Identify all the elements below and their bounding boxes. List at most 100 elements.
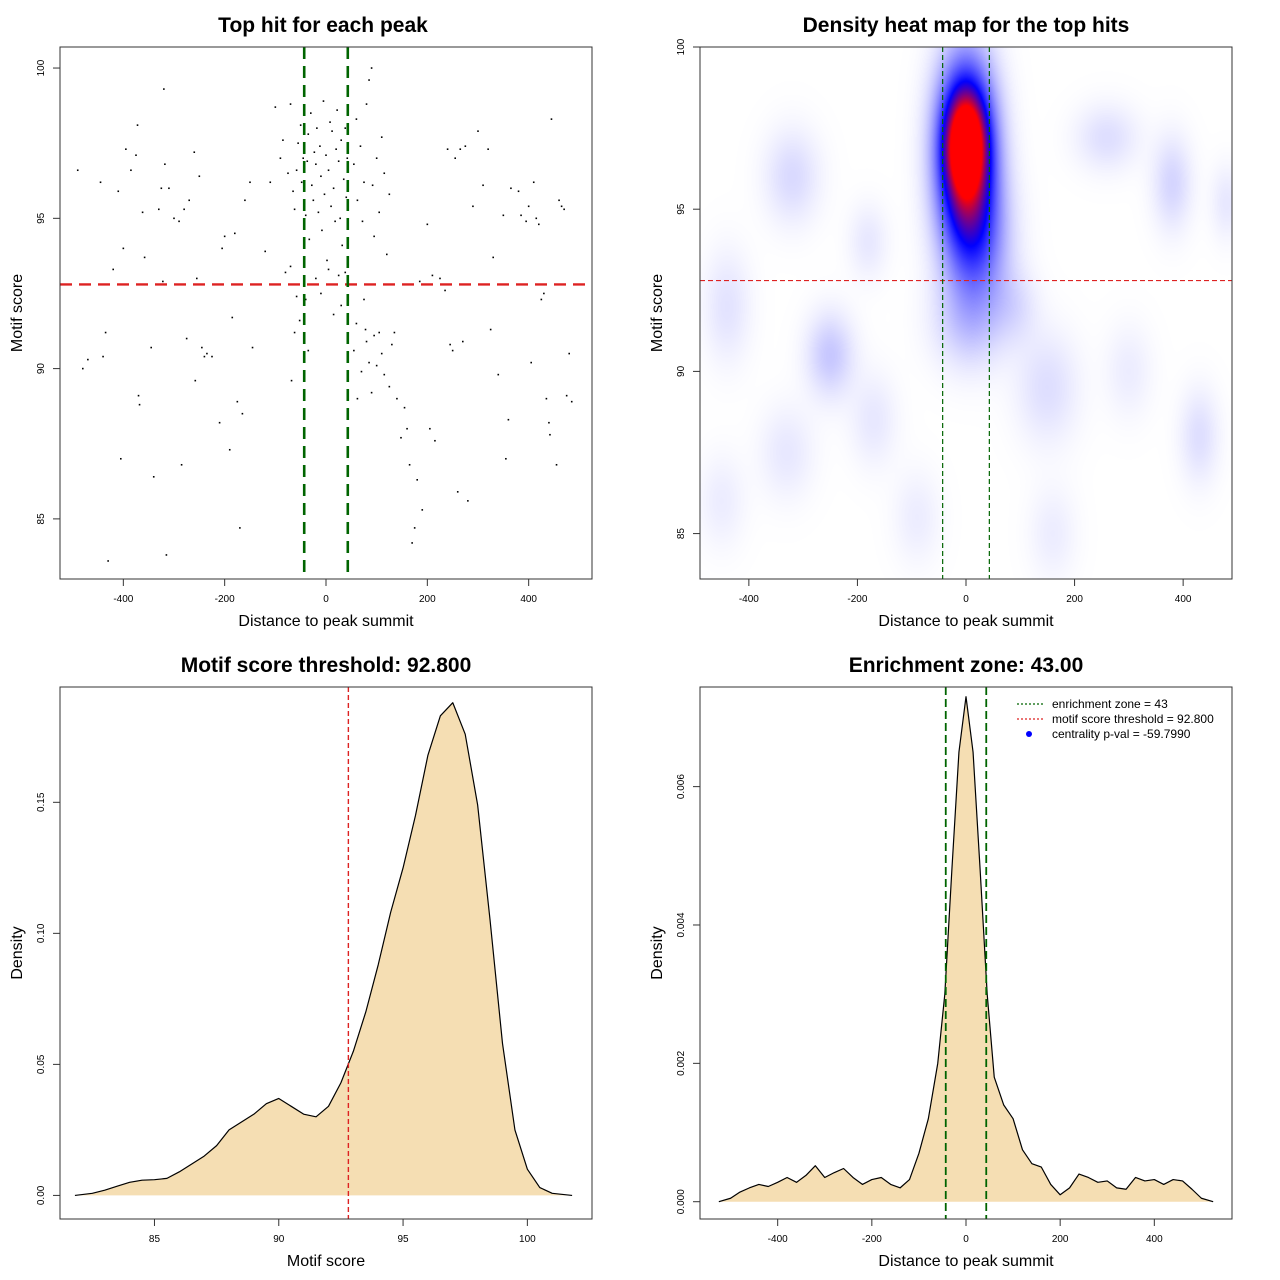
- legend-entry-threshold: motif score threshold = 92.800: [1052, 712, 1214, 726]
- scatter-point: [104, 331, 107, 334]
- scatter-point: [295, 169, 298, 172]
- scatter-point: [345, 196, 348, 199]
- score-density-title: Motif score threshold: 92.800: [181, 654, 472, 677]
- x-tick-label: -400: [739, 594, 759, 605]
- x-tick-label: 100: [519, 1234, 536, 1245]
- y-tick-label: 100: [676, 38, 687, 55]
- scatter-point: [293, 331, 296, 334]
- scatter-point: [289, 265, 292, 268]
- scatter-point: [310, 112, 312, 114]
- y-tick-label: 95: [676, 203, 687, 215]
- distance-density-panel: Enrichment zone: 43.00 Distance to peak …: [649, 654, 1233, 1270]
- scatter-point: [300, 181, 303, 184]
- density-area: [718, 696, 1214, 1202]
- scatter-point: [304, 298, 307, 301]
- scatter-point: [456, 491, 459, 493]
- x-tick-label: 85: [149, 1234, 161, 1245]
- density-line: [718, 696, 1214, 1203]
- scatter-point: [368, 361, 370, 364]
- scatter-point: [535, 217, 538, 220]
- scatter-point: [319, 145, 321, 147]
- scatter-point: [406, 427, 408, 430]
- scatter-point: [329, 121, 331, 123]
- scatter-point: [391, 343, 393, 346]
- scatter-point: [87, 358, 89, 361]
- scatter-point: [141, 211, 144, 214]
- scatter-point: [517, 190, 520, 193]
- scatter-point: [431, 274, 434, 277]
- scatter-point: [164, 163, 166, 166]
- scatter-point: [416, 479, 418, 481]
- scatter-point: [251, 346, 254, 349]
- x-tick-label: 400: [1175, 594, 1192, 605]
- y-tick-label: 0.15: [36, 792, 47, 812]
- scatter-point: [492, 256, 494, 259]
- distance-density-frame: [699, 686, 1233, 1220]
- legend-swatch-pval: [1026, 731, 1032, 737]
- scatter-point: [371, 184, 374, 187]
- scatter-point: [178, 220, 180, 223]
- scatter-point: [555, 463, 558, 466]
- scatter-point: [180, 463, 183, 466]
- x-tick-label: 200: [419, 594, 436, 605]
- scatter-point: [548, 421, 550, 424]
- scatter-point: [330, 205, 332, 208]
- scatter-point: [152, 476, 155, 478]
- y-tick-label: 0.006: [676, 774, 687, 799]
- scatter-point: [313, 151, 316, 153]
- scatter-point: [386, 253, 388, 256]
- scatter-point: [439, 277, 441, 280]
- scatter-point: [540, 298, 543, 301]
- density-area: [74, 702, 573, 1196]
- scatter-point: [188, 199, 190, 202]
- scatter-point: [168, 187, 170, 190]
- scatter-frame: [59, 46, 593, 580]
- scatter-point: [201, 346, 203, 349]
- scatter-point: [426, 223, 429, 226]
- y-tick-label: 90: [676, 365, 687, 377]
- scatter-point: [211, 355, 213, 358]
- scatter-point: [380, 136, 383, 138]
- y-tick-label: 0.00: [36, 1185, 47, 1205]
- scatter-point: [472, 205, 474, 208]
- scatter-point: [532, 181, 535, 184]
- scatter-point: [545, 397, 548, 400]
- scatter-point: [429, 427, 431, 430]
- scatter-point: [375, 157, 378, 160]
- scatter-point: [359, 145, 362, 147]
- scatter-point: [165, 554, 168, 556]
- scatter-point: [365, 103, 368, 105]
- scatter-point: [363, 181, 365, 184]
- scatter-point: [396, 397, 398, 400]
- scatter-point: [507, 418, 510, 421]
- heatmap-xlabel: Distance to peak summit: [878, 613, 1054, 630]
- scatter-point: [264, 250, 266, 253]
- scatter-point: [327, 169, 330, 172]
- x-tick-label: 400: [1146, 1234, 1163, 1245]
- scatter-point: [231, 316, 234, 319]
- scatter-point: [295, 295, 298, 298]
- scatter-point: [332, 313, 335, 316]
- scatter-point: [150, 346, 152, 349]
- scatter-point: [311, 184, 313, 187]
- scatter-point: [323, 193, 326, 196]
- heatmap-ticks: -400 -200 0 200 400 85 90 95 100: [676, 38, 1192, 605]
- scatter-point: [388, 193, 391, 196]
- scatter-point: [292, 190, 294, 193]
- scatter-point: [449, 343, 451, 346]
- x-tick-label: -400: [768, 1234, 788, 1245]
- x-tick-label: -400: [113, 594, 133, 605]
- scatter-point: [325, 154, 327, 157]
- scatter-point: [289, 103, 292, 105]
- scatter-point: [196, 277, 198, 280]
- scatter-point: [307, 349, 310, 352]
- scatter-point: [363, 298, 365, 301]
- scatter-point: [339, 217, 341, 220]
- scatter-point: [337, 160, 340, 163]
- scatter-point: [454, 157, 456, 160]
- scatter-point: [76, 169, 79, 172]
- scatter-point: [194, 379, 197, 382]
- y-tick-label: 0.004: [676, 912, 687, 937]
- scatter-point: [206, 352, 208, 355]
- scatter-point: [173, 217, 175, 220]
